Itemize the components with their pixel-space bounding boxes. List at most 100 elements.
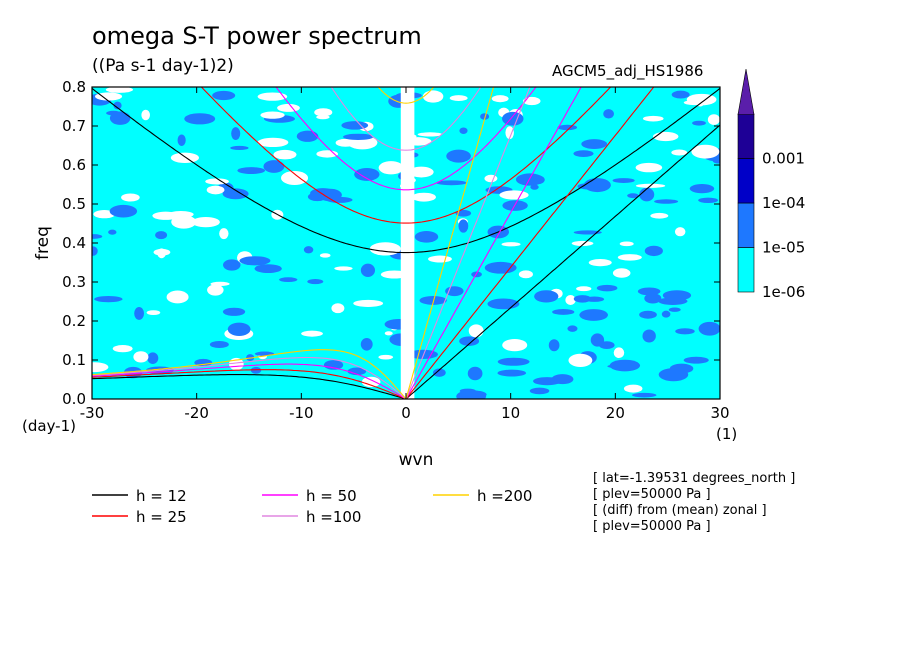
ig-curve-h200 (377, 87, 435, 104)
field-patch (170, 152, 199, 164)
field-patch (635, 162, 663, 173)
field-patch (378, 161, 404, 175)
x-tick-label: 20 (606, 404, 625, 422)
field-patch (237, 167, 266, 175)
colorbar-label: 1e-06 (762, 283, 805, 301)
colorbar-label: 0.001 (762, 150, 805, 168)
kelvin-curve-h200 (405, 87, 495, 399)
field-patch (576, 286, 592, 292)
colorbar-band (737, 158, 755, 204)
field-patch (277, 103, 300, 112)
field-patch (141, 109, 150, 121)
field-patch (588, 259, 612, 267)
field-patch (491, 95, 509, 103)
field-patch (579, 309, 608, 321)
field-patch (683, 356, 709, 364)
field-patch (360, 263, 376, 277)
field-patch (422, 90, 444, 103)
field-patch (612, 178, 635, 183)
field-patch (177, 134, 186, 146)
colorbar-label: 1e-05 (762, 239, 805, 257)
dispersion-curves (92, 87, 720, 399)
x-unit-label: (1) (716, 425, 737, 443)
field-patch (314, 108, 333, 117)
field-patch (121, 193, 140, 202)
y-tick-label: 0.0 (62, 390, 86, 408)
field-patch (459, 127, 468, 134)
field-patch (414, 231, 439, 243)
kelvin-curve-h25 (405, 87, 655, 399)
chart-title: omega S-T power spectrum (92, 22, 422, 50)
rossby-curve-h25 (92, 369, 407, 399)
rossby-curve-h50 (92, 363, 407, 399)
field-patch (92, 362, 109, 373)
legend-label: h =200 (477, 487, 532, 505)
rossby-curve-h12 (92, 374, 407, 399)
colorbar-band (737, 202, 755, 248)
field-patch (361, 376, 381, 388)
field-patch (209, 341, 229, 349)
field-patch (408, 166, 434, 178)
x-tick-label: -20 (184, 404, 209, 422)
field-patch (449, 95, 468, 102)
field-patch (147, 352, 159, 365)
legend: h = 12 h = 25 h = 50 h =100 h =200 (92, 487, 532, 526)
field-patch (668, 307, 681, 312)
y-tick-label: 0.8 (62, 78, 86, 96)
field-patch (417, 132, 443, 137)
y-tick-label: 0.4 (62, 234, 86, 252)
field-patch (384, 331, 393, 336)
field-patch (707, 114, 720, 125)
field-patch (112, 345, 133, 353)
ig-curve-h100 (330, 87, 482, 151)
field-patch (671, 90, 690, 99)
field-patch (480, 113, 490, 120)
field-patch (632, 392, 657, 398)
ig-curve-h50 (275, 87, 537, 191)
field-patch (643, 115, 664, 122)
kelvin-curve-h100 (405, 87, 531, 399)
field-patch (378, 354, 394, 360)
field-patch (360, 337, 373, 351)
field-patch (307, 278, 324, 285)
field-patch (157, 248, 166, 259)
y-tick-label: 0.6 (62, 156, 86, 174)
field-patch (184, 113, 216, 125)
x-tick-label: -30 (80, 404, 105, 422)
field-patch (279, 277, 298, 283)
field-patch (301, 330, 323, 337)
legend-label: h =100 (306, 508, 361, 526)
field-patch (571, 240, 594, 247)
field-patch (191, 216, 220, 228)
field-patch (94, 295, 123, 303)
field-patch (231, 127, 241, 141)
field-patch (105, 87, 134, 93)
kelvin-curve-h50 (405, 87, 582, 399)
field-patch (674, 227, 686, 237)
field-patch (518, 270, 533, 279)
field-patch (502, 111, 524, 126)
field-patch (689, 183, 715, 194)
field-patch (427, 255, 452, 263)
field-patch (353, 299, 384, 307)
field-patch (92, 234, 103, 239)
field-patch (326, 196, 353, 203)
field-patch (654, 199, 679, 204)
field-patch (484, 174, 498, 183)
field-patch (552, 309, 575, 315)
field-patch (637, 287, 661, 296)
field-patch (133, 351, 149, 363)
field-patch (456, 390, 487, 399)
field-patch (573, 230, 602, 235)
field-patch (484, 261, 517, 274)
y-tick-label: 0.3 (62, 273, 86, 291)
y-tick-label: 0.1 (62, 351, 86, 369)
field-patch (619, 241, 634, 247)
field-patch (581, 139, 608, 149)
field-patch (577, 183, 597, 190)
colorbar-extend-arrow (737, 68, 755, 115)
x-tick-label: -10 (289, 404, 314, 422)
field-patch (222, 307, 246, 316)
field-patch (227, 322, 251, 336)
